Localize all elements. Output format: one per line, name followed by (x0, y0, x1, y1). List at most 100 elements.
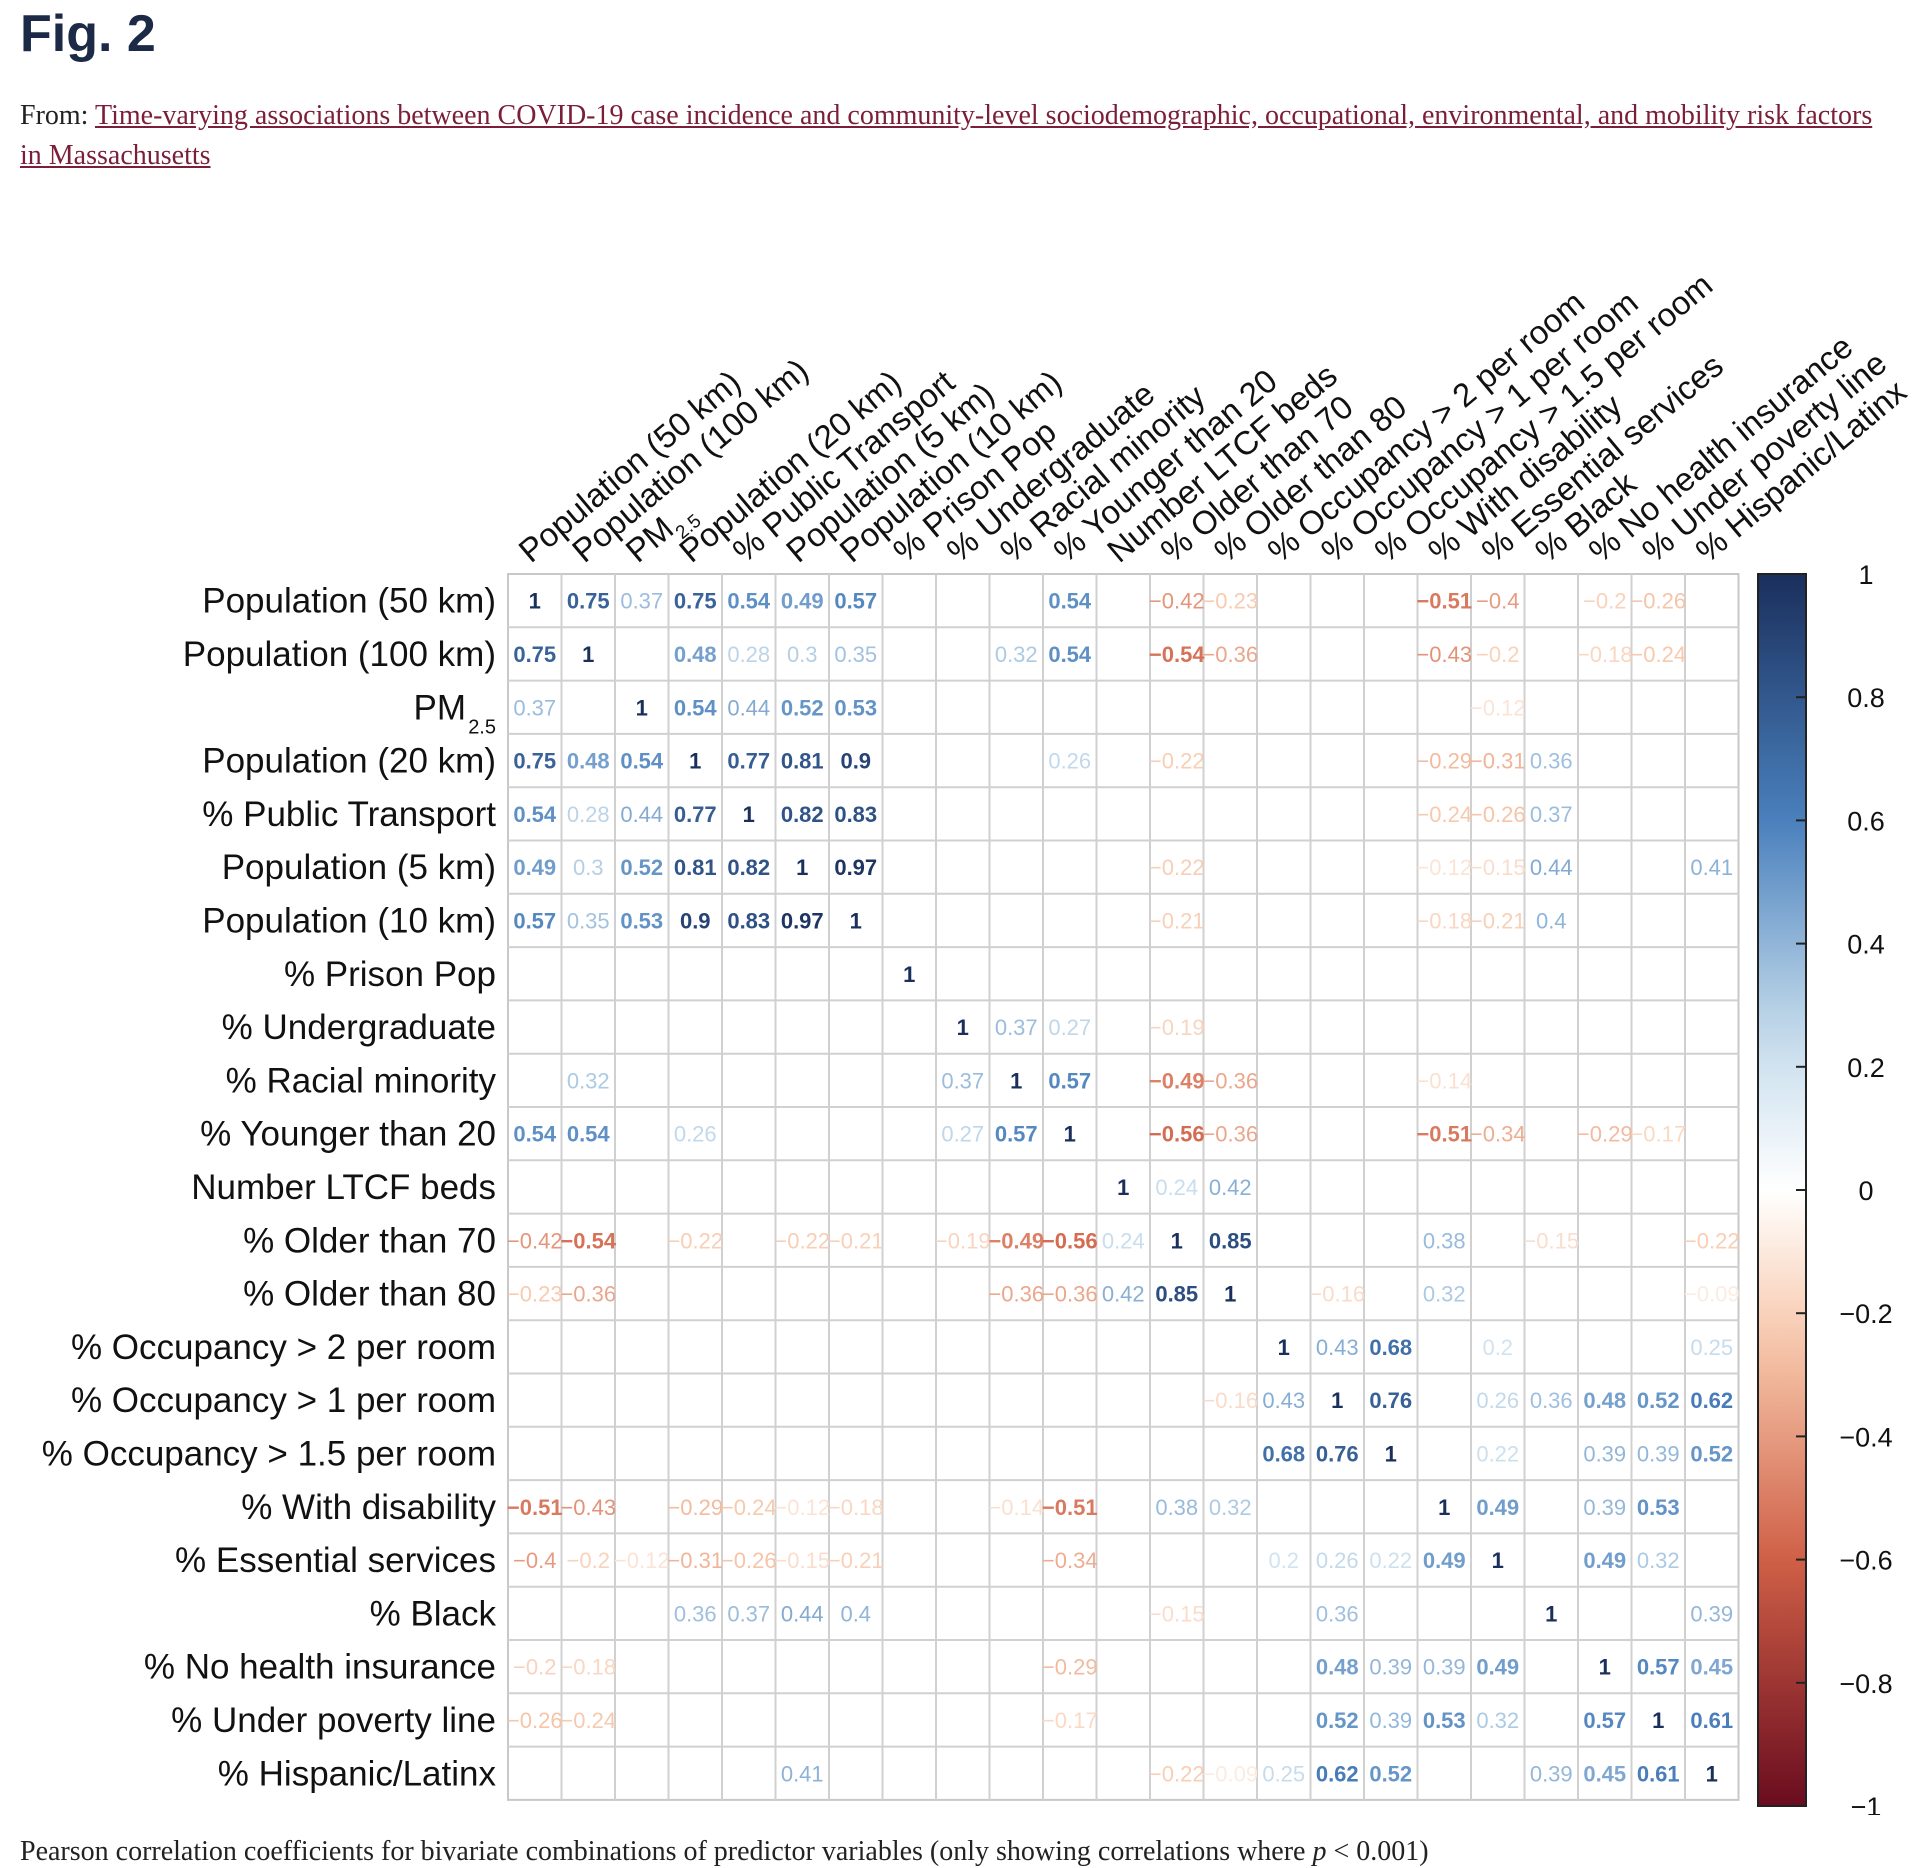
cell-value: −0.24 (560, 1708, 616, 1733)
cell-value: 0.45 (1583, 1761, 1626, 1786)
cell-value: −0.17 (1042, 1708, 1098, 1733)
cell-value: 0.75 (674, 589, 717, 614)
cell-value: 0.32 (567, 1068, 610, 1093)
cell-value: 0.52 (1316, 1708, 1359, 1733)
cell-value: −0.17 (1630, 1122, 1686, 1147)
cell-value: 0.44 (727, 695, 770, 720)
cell-value: 0.53 (834, 695, 877, 720)
cell-value: −0.54 (1149, 642, 1205, 667)
cell-value: 0.57 (513, 908, 556, 933)
colorbar-tick-label: −1 (1851, 1792, 1882, 1815)
cell-value: 0.38 (1155, 1495, 1198, 1520)
cell-value: −0.19 (935, 1228, 991, 1253)
cell-value: 0.37 (995, 1015, 1038, 1040)
cell-value: −0.51 (1416, 589, 1472, 614)
cell-value: 0.36 (674, 1601, 717, 1626)
cell-value: −0.16 (1202, 1388, 1258, 1413)
cell-value: 0.26 (1316, 1548, 1359, 1573)
cell-value: 0.52 (620, 855, 663, 880)
cell-value: −0.2 (567, 1548, 610, 1573)
cell-value: −0.29 (1577, 1122, 1633, 1147)
cell-value: −0.18 (560, 1655, 616, 1680)
cell-value: 0.37 (1530, 802, 1573, 827)
cell-value: 1 (1010, 1068, 1022, 1093)
caption-p: p (1312, 1836, 1327, 1867)
cell-value: 0.53 (620, 908, 663, 933)
cell-value: −0.12 (614, 1548, 670, 1573)
row-label: % Essential services (175, 1541, 496, 1580)
cell-value: 0.49 (513, 855, 556, 880)
cell-value: −0.22 (667, 1228, 723, 1253)
cell-value: 0.57 (834, 589, 877, 614)
cell-value: −0.22 (1684, 1228, 1740, 1253)
cell-value: −0.2 (1476, 642, 1519, 667)
cell-value: −0.51 (1042, 1495, 1098, 1520)
cell-value: 0.9 (680, 908, 711, 933)
row-label: % Public Transport (202, 795, 496, 834)
row-label: % Hispanic/Latinx (218, 1754, 497, 1793)
article-link[interactable]: Time-varying associations between COVID-… (20, 100, 1873, 171)
cell-value: 1 (529, 589, 541, 614)
cell-value: 1 (636, 695, 648, 720)
cell-value: 1 (1064, 1122, 1076, 1147)
cell-value: −0.21 (828, 1228, 884, 1253)
cell-value: −0.18 (1577, 642, 1633, 667)
cell-value: 0.26 (674, 1122, 717, 1147)
cell-value: −0.15 (1523, 1228, 1579, 1253)
cell-value: 0.52 (1637, 1388, 1680, 1413)
colorbar-tick-label: 0.8 (1847, 683, 1885, 713)
row-label: Population (100 km) (183, 635, 496, 674)
cell-value: 0.39 (1583, 1495, 1626, 1520)
cell-value: 0.26 (1048, 749, 1091, 774)
cell-value: 0.82 (781, 802, 824, 827)
cell-value: −0.12 (1416, 855, 1472, 880)
cell-value: 0.9 (840, 749, 871, 774)
cell-value: 0.32 (995, 642, 1038, 667)
cell-value: −0.14 (1416, 1068, 1472, 1093)
cell-value: −0.21 (828, 1548, 884, 1573)
cell-value: 0.37 (513, 695, 556, 720)
cell-value: −0.22 (774, 1228, 830, 1253)
row-label: % Under poverty line (171, 1701, 496, 1740)
source-line: From: Time-varying associations between … (20, 96, 1900, 176)
cell-value: −0.24 (1630, 642, 1686, 667)
cell-value: 0.61 (1690, 1708, 1733, 1733)
cell-value: 0.81 (674, 855, 717, 880)
cell-value: 0.36 (1530, 1388, 1573, 1413)
cell-value: 0.54 (674, 695, 718, 720)
row-label: % Occupancy > 1 per room (71, 1381, 496, 1420)
cell-value: 0.49 (1583, 1548, 1626, 1573)
cell-value: 0.36 (1316, 1601, 1359, 1626)
cell-value: 0.39 (1423, 1655, 1466, 1680)
cell-value: 1 (796, 855, 808, 880)
cell-value: 0.42 (1209, 1175, 1252, 1200)
cell-value: 0.83 (727, 908, 770, 933)
cell-value: 0.97 (781, 908, 824, 933)
cell-value: −0.23 (507, 1282, 563, 1307)
cell-value: 0.39 (1583, 1441, 1626, 1466)
cell-value: 0.32 (1423, 1282, 1466, 1307)
cell-value: 0.39 (1690, 1601, 1733, 1626)
cell-value: 0.85 (1209, 1228, 1252, 1253)
cell-value: 0.54 (567, 1122, 611, 1147)
cell-value: 0.26 (1476, 1388, 1519, 1413)
cell-value: 0.49 (1423, 1548, 1466, 1573)
cell-value: −0.2 (513, 1655, 556, 1680)
cell-value: 0.53 (1423, 1708, 1466, 1733)
cell-value: −0.56 (1042, 1228, 1098, 1253)
cell-value: 1 (1278, 1335, 1290, 1360)
cell-value: −0.49 (988, 1228, 1044, 1253)
cell-value: 1 (1492, 1548, 1504, 1573)
cell-value: 0.48 (1316, 1655, 1359, 1680)
cell-value: −0.22 (1149, 1761, 1205, 1786)
cell-value: 0.68 (1262, 1441, 1305, 1466)
colorbar-tick-label: 0.4 (1847, 930, 1885, 960)
cell-value: 0.68 (1369, 1335, 1412, 1360)
cell-value: 0.3 (573, 855, 604, 880)
cell-value: −0.09 (1684, 1282, 1740, 1307)
cell-value: 0.39 (1369, 1655, 1412, 1680)
cell-value: 0.27 (941, 1122, 984, 1147)
cell-value: 1 (1652, 1708, 1664, 1733)
row-label: % Black (370, 1594, 497, 1633)
cell-value: 0.39 (1637, 1441, 1680, 1466)
